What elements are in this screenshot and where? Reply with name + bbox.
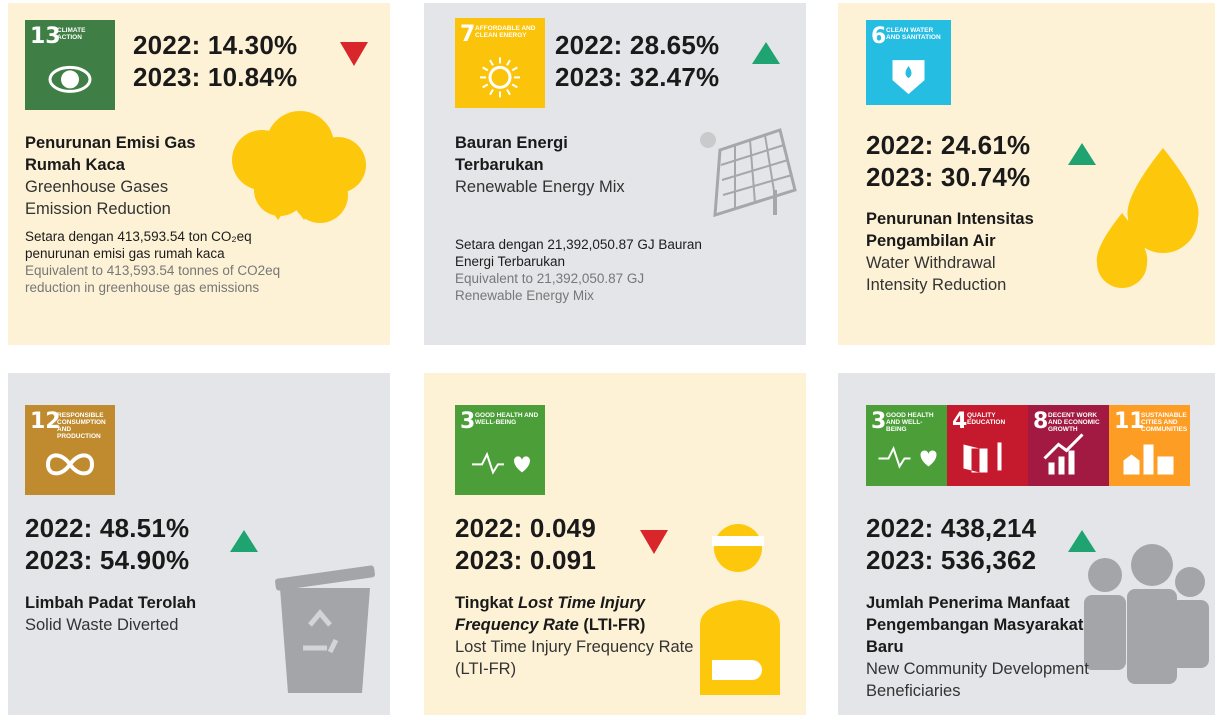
title-en: Renewable Energy Mix [455,176,655,198]
title-id: Bauran Energi Terbarukan [455,132,655,176]
title-id-part: Bauran Energi Terbarukan [455,134,572,174]
title-en: Greenhouse Gases Emission Reduction [25,176,225,220]
trend-indicator [230,530,258,552]
metric-value: 2023: 32.47% [555,62,719,93]
sdg-icon [455,18,545,108]
sdg-icon [947,405,1028,486]
note-id: Setara dengan 21,392,050.87 GJ Bauran En… [455,236,715,270]
title-id: Penurunan Intensitas Pengambilan Air [866,208,1056,252]
title-id: Limbah Padat Terolah [25,592,245,614]
title-id: Jumlah Penerima Manfaat Pengembangan Mas… [866,592,1106,658]
title-id-part: Tingkat [455,594,518,612]
sdg-icon [866,405,947,486]
indicator-title: Tingkat Lost Time Injury Frequency Rate … [455,592,695,680]
sdg-icon [455,405,545,495]
trend-indicator [340,42,368,66]
title-id-part: Penurunan Emisi Gas Rumah Kaca [25,134,200,174]
indicator-title: Jumlah Penerima Manfaat Pengembangan Mas… [866,592,1106,702]
note-id: Setara dengan 413,593.54 ton CO₂eq penur… [25,228,315,262]
title-en: New Community Development Beneficiaries [866,658,1106,702]
metric-value: 2023: 0.091 [455,545,596,576]
metric-value: 2022: 24.61% [866,130,1030,161]
sdg-icon [866,20,951,105]
note: Setara dengan 21,392,050.87 GJ Bauran En… [455,236,715,304]
metric-value: 2023: 30.74% [866,162,1030,193]
title-id: Tingkat Lost Time Injury Frequency Rate … [455,592,695,636]
sdg-icon [25,20,115,110]
trend-indicator [752,42,780,64]
trend-indicator [640,530,668,554]
trend-indicator [1068,530,1096,552]
page: (() => { const data = JSON.parse(documen… [0,0,1215,715]
metric-value: 2022: 28.65% [555,30,719,61]
title-en: Lost Time Injury Frequency Rate (LTI-FR) [455,636,695,680]
metric-value: 2023: 54.90% [25,545,189,576]
metric-value: 2022: 0.049 [455,513,596,544]
metric-value: 2022: 48.51% [25,513,189,544]
title-id-part: Limbah Padat Terolah [25,594,196,612]
title-id-part: (LTI-FR) [579,616,646,634]
metric-value: 2023: 536,362 [866,545,1036,576]
indicator-title: Limbah Padat Terolah Solid Waste Diverted [25,592,245,636]
title-en: Water Withdrawal Intensity Reduction [866,252,1056,296]
title-id-part: Penurunan Intensitas Pengambilan Air [866,210,1038,250]
title-id: Penurunan Emisi Gas Rumah Kaca [25,132,225,176]
trend-indicator [1068,143,1096,165]
metric-value: 2023: 10.84% [133,62,297,93]
title-en: Solid Waste Diverted [25,614,245,636]
note: Setara dengan 413,593.54 ton CO₂eq penur… [25,228,315,296]
sdg-icon [1028,405,1109,486]
title-id-part: Jumlah Penerima Manfaat Pengembangan Mas… [866,594,1088,656]
metric-value: 2022: 438,214 [866,513,1036,544]
note-en: Equivalent to 21,392,050.87 GJ Renewable… [455,270,715,304]
sdg-icon [25,405,115,495]
sdg-icon [1109,405,1190,486]
note-en: Equivalent to 413,593.54 tonnes of CO2eq… [25,262,315,296]
metric-value: 2022: 14.30% [133,30,297,61]
